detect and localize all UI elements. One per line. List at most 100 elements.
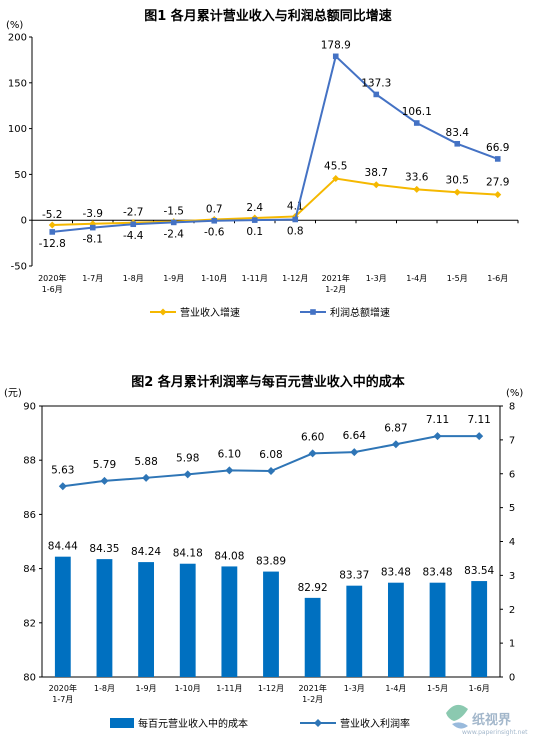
chart-2-legend-marker <box>314 719 322 727</box>
chart-1-series-point-0 <box>48 221 56 229</box>
chart-1-data-label: -4.4 <box>123 230 144 242</box>
chart-2-left-tick-label: 88 <box>23 456 36 467</box>
chart-1-series-point-1 <box>170 219 177 226</box>
chart-2-bar <box>54 556 71 677</box>
chart-1-series-point-1 <box>89 224 96 231</box>
chart-2-bar <box>263 571 279 677</box>
chart-1-data-label: -12.8 <box>39 238 66 250</box>
chart-1-data-label: 66.9 <box>486 142 509 154</box>
chart-2-right-tick-label: 3 <box>509 571 515 582</box>
chart-1-series-point-1 <box>494 156 501 162</box>
chart-1-category-label: 1-6月 <box>487 274 508 283</box>
chart-1-data-label: -2.7 <box>123 207 144 219</box>
chart-2-left-tick-label: 82 <box>23 618 36 629</box>
chart-2-right-tick-label: 5 <box>509 503 515 514</box>
chart-2-line-label: 7.11 <box>426 414 449 426</box>
chart-1-data-label: 38.7 <box>365 167 388 179</box>
chart-1-series-point-1 <box>49 229 56 235</box>
chart-1-data-label: -5.2 <box>42 209 63 221</box>
chart-1-data-label: -0.6 <box>204 227 225 239</box>
chart-2-category-label: 1-8月 <box>94 684 115 693</box>
chart-2-category-label: 1-11月 <box>216 684 242 693</box>
chart-2-right-tick-label: 1 <box>509 639 515 650</box>
chart-1-series-point-1 <box>211 217 218 224</box>
chart-2-bar <box>387 582 404 677</box>
chart-2-left-tick-label: 90 <box>23 402 36 413</box>
chart-2-line-point <box>142 473 151 482</box>
chart-2-bar-label: 84.08 <box>214 550 244 562</box>
chart-1-data-label: 0.7 <box>206 204 223 216</box>
chart-1-category-label: 1-2月 <box>325 285 346 294</box>
chart-2-line-label: 6.64 <box>343 430 367 442</box>
chart-1-category-label: 1-5月 <box>447 274 468 283</box>
chart-2-left-unit: (元) <box>4 388 22 399</box>
chart-2-category-label: 1-5月 <box>427 684 448 693</box>
chart-2-title: 图2 各月累计利润率与每百元营业收入中的成本 <box>131 374 405 390</box>
chart-2-bar-label: 82.92 <box>298 582 328 594</box>
chart-1-ytick-label: 200 <box>8 33 27 44</box>
chart-2-line-label: 5.98 <box>176 452 199 464</box>
chart-1-series-point-0 <box>413 185 421 193</box>
chart-2-right-unit: (%) <box>506 388 523 399</box>
chart-1-data-label: -1.5 <box>164 206 185 218</box>
chart-2-bar-label: 84.24 <box>131 546 161 558</box>
chart-1-series-point-1 <box>454 141 461 147</box>
chart-1-title: 图1 各月累计营业收入与利润总额同比增速 <box>144 8 392 24</box>
chart-1-series-point-0 <box>494 191 502 199</box>
chart-1-data-label: -2.4 <box>164 228 185 240</box>
chart-1-data-label: 137.3 <box>361 77 391 89</box>
chart-1-series-point-1 <box>413 120 420 126</box>
chart-1-category-label: 1-6月 <box>42 285 63 294</box>
chart-2-left-tick-label: 86 <box>23 510 36 521</box>
chart-2-category-label: 1-10月 <box>175 684 201 693</box>
watermark-wave-icon <box>452 722 468 729</box>
chart-1: 图1 各月累计营业收入与利润总额同比增速 (%) -50 0 50 100 150 200 20… <box>6 8 519 319</box>
chart-2-category-label: 1-6月 <box>469 684 490 693</box>
chart-2-line-point <box>308 449 317 458</box>
chart-2-bar-label: 84.18 <box>173 548 203 560</box>
chart-2-line-point <box>183 470 192 479</box>
chart-1-ytick-label: 150 <box>8 78 27 89</box>
chart-1-data-label: 45.5 <box>324 161 347 173</box>
chart-1-category-label: 1-9月 <box>163 274 184 283</box>
chart-2-line-point <box>475 432 484 441</box>
chart-2-category-label: 1-9月 <box>136 684 157 693</box>
chart-2-line-label: 5.63 <box>51 464 74 476</box>
chart-1-ytick-label: 100 <box>8 124 27 135</box>
chart-1-data-label: 178.9 <box>321 39 351 51</box>
chart-2-category-label: 2020年 <box>49 683 77 693</box>
chart-1-data-label: 83.4 <box>446 127 470 139</box>
chart-1-ytick-label: 0 <box>21 216 27 227</box>
chart-1-data-label: 4.1 <box>287 200 304 212</box>
chart-1-category-label: 2021年 <box>322 273 350 283</box>
chart-1-legend-marker <box>310 309 316 315</box>
chart-2-bar-label: 83.37 <box>339 570 369 582</box>
chart-2-bar-label: 84.35 <box>89 543 119 555</box>
chart-1-category-label: 1-3月 <box>366 274 387 283</box>
chart-1-ytick-label: 50 <box>14 170 27 181</box>
chart-2-line-point <box>100 476 109 485</box>
chart-1-series-line-0 <box>52 177 498 226</box>
chart-2-line-point <box>267 467 275 476</box>
chart-1-series-point-1 <box>373 91 380 98</box>
chart-2-bar <box>96 559 113 677</box>
chart-1-category-label: 1-11月 <box>242 274 268 283</box>
chart-1-data-label: 0.1 <box>246 226 263 238</box>
chart-2-line-point <box>350 448 359 457</box>
chart-2-bar <box>471 581 488 677</box>
chart-2-category-label: 1-7月 <box>52 695 73 704</box>
chart-1-category-label: 1-4月 <box>406 274 427 283</box>
chart-2-bar-label: 83.48 <box>423 567 453 579</box>
chart-1-category-label: 1-7月 <box>82 274 103 283</box>
chart-1-category-label: 1-12月 <box>282 274 308 283</box>
chart-2-line-point <box>433 432 442 441</box>
chart-2-line-label: 5.79 <box>93 459 116 471</box>
chart-2-bar-label: 83.48 <box>381 567 411 579</box>
chart-2-line-label: 5.88 <box>134 456 157 468</box>
chart-1-series-point-0 <box>332 175 340 183</box>
chart-1-unit-label: (%) <box>6 20 23 31</box>
chart-1-category-label: 2020年 <box>38 273 66 283</box>
chart-2-category-label: 1-3月 <box>344 684 365 693</box>
chart-2-bar <box>429 582 446 677</box>
